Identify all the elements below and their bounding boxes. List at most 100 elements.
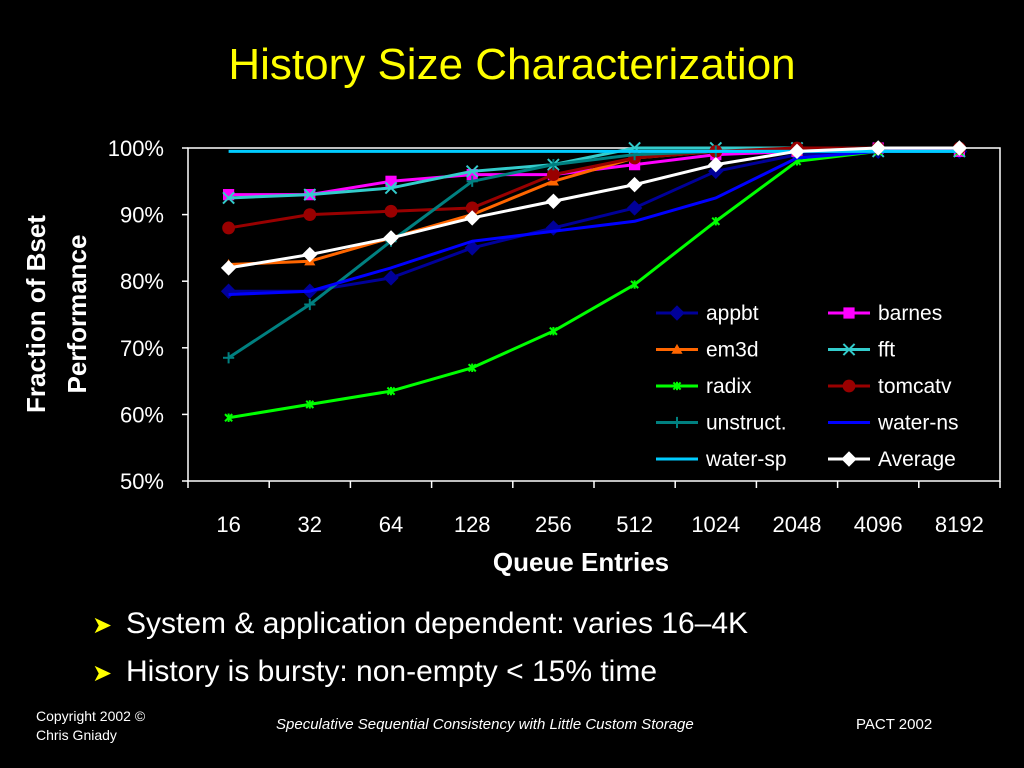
data-point-tomcatv	[465, 201, 479, 215]
legend-marker	[842, 343, 856, 356]
legend-marker	[671, 343, 683, 354]
line-chart: 50% 60% 70% 80% 90% 100% 16 32 64 128 256 512 1024 20…	[21, 136, 1001, 577]
x-axis-title: Queue Entries	[493, 547, 669, 577]
data-point-appbt	[220, 283, 237, 299]
data-point-barnes	[629, 159, 641, 171]
series-line-appbt	[228, 149, 960, 293]
x-tick-label: 8192	[935, 512, 984, 537]
arrow-bullet-icon: ➤	[92, 660, 113, 687]
data-point-fft	[303, 188, 317, 201]
data-point-fft	[222, 191, 235, 205]
series-line-average	[228, 146, 960, 270]
data-point-average	[220, 260, 237, 276]
legend-item: em3d	[656, 339, 759, 362]
legend-item: appbt	[656, 302, 759, 325]
bullet-item: ➤ System & application dependent: varies …	[92, 604, 748, 652]
data-point-tomcatv	[303, 208, 317, 222]
legend-label: barnes	[878, 302, 942, 325]
marker-stroke	[222, 191, 235, 205]
series-line-tomcatv	[228, 146, 960, 230]
legend-item: unstruct.	[656, 412, 787, 435]
legend-label: fft	[878, 339, 895, 362]
y-axis-title-line: Fraction of Bset	[21, 215, 51, 413]
y-axis-title-line: Performance	[62, 235, 92, 394]
data-point-average	[870, 140, 886, 156]
x-tick-label: 32	[298, 512, 322, 537]
legend-item: water-ns	[828, 412, 959, 435]
bullet-item: ➤ History is bursty: non-empty < 15% time	[92, 652, 748, 700]
marker-stroke	[303, 188, 317, 201]
y-tick-label: 50%	[120, 469, 164, 494]
legend-marker	[841, 451, 857, 467]
bullet-text: System & application dependent: varies 1…	[126, 607, 749, 640]
data-point-average	[545, 193, 562, 209]
legend-label: unstruct.	[706, 412, 787, 435]
copyright-text: Copyright 2002 ©	[36, 708, 146, 724]
footer-copyright: Copyright 2002 © Chris Gniady	[36, 707, 145, 745]
x-tick-label: 16	[216, 512, 240, 537]
footer-venue: PACT 2002	[856, 716, 933, 733]
data-point-barnes	[466, 169, 478, 181]
data-point-average	[708, 156, 724, 173]
legend-item: radix	[656, 375, 752, 398]
legend-label: appbt	[706, 302, 759, 325]
data-point-radix	[224, 413, 233, 423]
data-point-tomcatv	[547, 168, 560, 182]
bullet-text: History is bursty: non-empty < 15% time	[126, 655, 658, 688]
x-tick-label: 256	[535, 512, 572, 537]
marker-stroke	[384, 181, 398, 195]
x-tick-label: 128	[454, 512, 491, 537]
legend-marker	[671, 416, 683, 429]
data-point-average	[951, 140, 968, 156]
series-line-radix	[228, 149, 960, 420]
legend-marker	[842, 379, 856, 393]
arrow-bullet-icon: ➤	[92, 612, 113, 639]
legend-item: water-sp	[656, 448, 787, 471]
legend-label: tomcatv	[878, 375, 952, 398]
bullet-list: ➤ System & application dependent: varies …	[92, 604, 748, 700]
data-point-radix	[467, 363, 477, 373]
x-tick-label: 1024	[691, 512, 740, 537]
data-point-tomcatv	[222, 221, 236, 235]
data-point-unstruct	[223, 352, 235, 364]
marker-stroke	[465, 165, 479, 178]
data-point-unstruct	[304, 298, 316, 311]
y-tick-label: 80%	[120, 269, 164, 294]
data-point-appbt	[626, 200, 643, 216]
legend-marker	[672, 381, 682, 391]
data-point-radix	[549, 326, 558, 336]
data-point-radix	[386, 386, 396, 396]
x-tick-label: 4096	[854, 512, 903, 537]
data-point-average	[626, 176, 643, 193]
data-point-average	[789, 143, 805, 160]
data-point-average	[302, 246, 318, 263]
data-point-average	[383, 230, 399, 246]
legend-item: Average	[828, 448, 956, 471]
data-point-fft	[465, 165, 479, 178]
legend-label: water-sp	[705, 448, 787, 471]
legend-item: barnes	[828, 302, 942, 325]
data-point-barnes	[385, 175, 397, 187]
legend-item: tomcatv	[828, 375, 952, 398]
data-point-radix	[305, 400, 315, 409]
footer-paper-title: Speculative Sequential Consistency with …	[276, 716, 694, 733]
legend-marker	[843, 307, 855, 319]
data-point-barnes	[223, 189, 235, 201]
y-tick-label: 60%	[120, 402, 164, 427]
x-tick-label: 2048	[773, 512, 822, 537]
series-line-water-ns	[228, 149, 960, 297]
data-point-radix	[630, 280, 639, 289]
data-point-radix	[711, 216, 721, 226]
data-point-tomcatv	[384, 204, 398, 218]
data-point-average	[464, 210, 480, 226]
data-point-fft	[384, 181, 398, 195]
legend-label: water-ns	[877, 412, 959, 435]
data-point-appbt	[383, 270, 399, 286]
legend-label: Average	[878, 448, 956, 471]
marker-stroke	[842, 343, 856, 356]
data-point-appbt	[464, 240, 480, 256]
slide-title: History Size Characterization	[228, 40, 796, 89]
data-point-unstruct	[466, 175, 478, 187]
legend-marker	[669, 305, 685, 321]
legend-label: radix	[706, 375, 752, 398]
